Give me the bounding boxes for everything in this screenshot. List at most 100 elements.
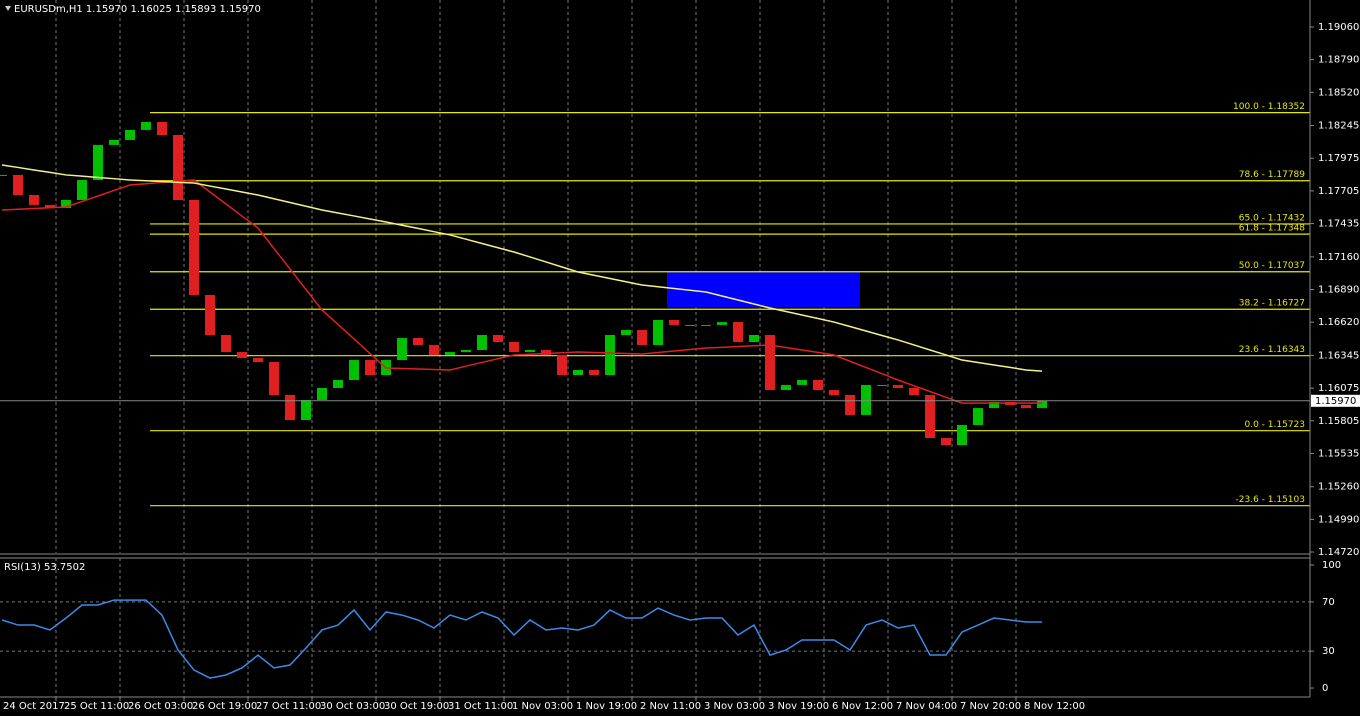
candle: [413, 338, 423, 346]
candle: [525, 349, 535, 353]
y-tick-label: 1.14990: [1318, 514, 1359, 525]
candle: [93, 144, 103, 181]
y-tick-label: 1.16345: [1318, 350, 1359, 361]
candle: [605, 334, 615, 376]
y-tick-label: 1.14720: [1318, 547, 1359, 558]
candle: [733, 322, 743, 343]
x-tick-label: 27 Oct 11:00: [256, 701, 321, 712]
candle: [285, 395, 295, 421]
candle: [253, 357, 263, 362]
fib-label: -23.6 - 1.15103: [1236, 495, 1305, 505]
candle: [909, 387, 919, 395]
rsi-y-tick-label: 30: [1322, 646, 1335, 657]
x-tick-label: 31 Oct 11:00: [448, 701, 513, 712]
rsi-title: RSI(13) 53.7502: [4, 562, 85, 573]
symbol-icon: [5, 6, 11, 11]
fib-label: 100.0 - 1.18352: [1233, 102, 1305, 112]
candle: [349, 360, 359, 380]
fib-label: 78.6 - 1.17789: [1239, 170, 1305, 180]
candle: [77, 180, 87, 200]
x-tick-label: 30 Oct 03:00: [320, 701, 385, 712]
candle: [845, 395, 855, 415]
fib-label: 0.0 - 1.15723: [1245, 420, 1306, 430]
x-tick-label: 25 Oct 11:00: [64, 701, 129, 712]
x-tick-label: 6 Nov 12:00: [832, 701, 893, 712]
candle: [141, 121, 151, 130]
candle: [797, 379, 807, 385]
candle: [221, 334, 231, 353]
y-tick-label: 1.17705: [1318, 186, 1359, 197]
candle: [269, 361, 279, 395]
candle: [637, 330, 647, 346]
candle: [813, 379, 823, 391]
x-tick-label: 3 Nov 03:00: [704, 701, 765, 712]
rsi-line: [1, 599, 1042, 679]
candle: [1021, 405, 1031, 409]
fib-label: 38.2 - 1.16727: [1239, 299, 1305, 309]
candle: [493, 334, 503, 343]
candle: [333, 379, 343, 388]
candle: [669, 319, 679, 325]
y-tick-label: 1.16620: [1318, 317, 1359, 328]
candle: [365, 360, 375, 376]
rsi-y-tick-label: 100: [1322, 560, 1341, 571]
candle: [941, 438, 951, 446]
candle: [205, 294, 215, 335]
candle: [189, 199, 199, 295]
candle: [989, 402, 999, 409]
x-tick-label: 7 Nov 20:00: [960, 701, 1021, 712]
x-tick-label: 7 Nov 04:00: [896, 701, 957, 712]
candle: [541, 349, 551, 355]
candle: [557, 354, 567, 376]
fib-label: 23.6 - 1.16343: [1239, 345, 1305, 355]
candle: [717, 322, 727, 325]
fib-label: 50.0 - 1.17037: [1239, 261, 1305, 271]
candle: [397, 338, 407, 361]
candle: [573, 369, 583, 376]
y-tick-label: 1.15535: [1318, 448, 1359, 459]
y-tick-label: 1.15805: [1318, 416, 1359, 427]
y-tick-label: 1.19060: [1318, 22, 1359, 33]
candle: [925, 395, 935, 439]
candle: [957, 425, 967, 446]
supply-zone: [667, 271, 860, 308]
candle: [109, 139, 119, 145]
candle: [45, 204, 55, 208]
x-tick-label: 30 Oct 19:00: [384, 701, 449, 712]
candle: [765, 334, 775, 391]
candle: [829, 390, 839, 395]
candle: [237, 352, 247, 358]
candle: [861, 384, 871, 415]
y-tick-label: 1.15260: [1318, 482, 1359, 493]
candle: [973, 408, 983, 426]
candle: [173, 135, 183, 200]
y-tick-label: 1.17160: [1318, 252, 1359, 263]
y-tick-label: 1.17435: [1318, 219, 1359, 230]
fib-label: 61.8 - 1.17348: [1239, 224, 1305, 234]
candle: [653, 319, 663, 346]
candle: [701, 324, 711, 326]
candle: [781, 384, 791, 391]
candle: [509, 342, 519, 353]
candle: [61, 199, 71, 208]
candle: [317, 387, 327, 400]
candle: [429, 345, 439, 355]
y-tick-label: 1.17975: [1318, 153, 1359, 164]
candle: [877, 384, 887, 386]
chart-title: EURUSDm,H1 1.15970 1.16025 1.15893 1.159…: [14, 4, 261, 15]
y-tick-label: 1.18790: [1318, 55, 1359, 66]
candle: [29, 195, 39, 205]
current-price-box: [1311, 394, 1360, 407]
fib-label: 65.0 - 1.17432: [1239, 213, 1305, 223]
candle: [157, 121, 167, 136]
candle: [0, 174, 7, 176]
candle: [893, 384, 903, 388]
candle: [125, 129, 135, 140]
x-tick-label: 26 Oct 19:00: [192, 701, 257, 712]
x-tick-label: 26 Oct 03:00: [128, 701, 193, 712]
candle: [461, 349, 471, 353]
candle: [13, 174, 23, 196]
y-tick-label: 1.18245: [1318, 121, 1359, 132]
